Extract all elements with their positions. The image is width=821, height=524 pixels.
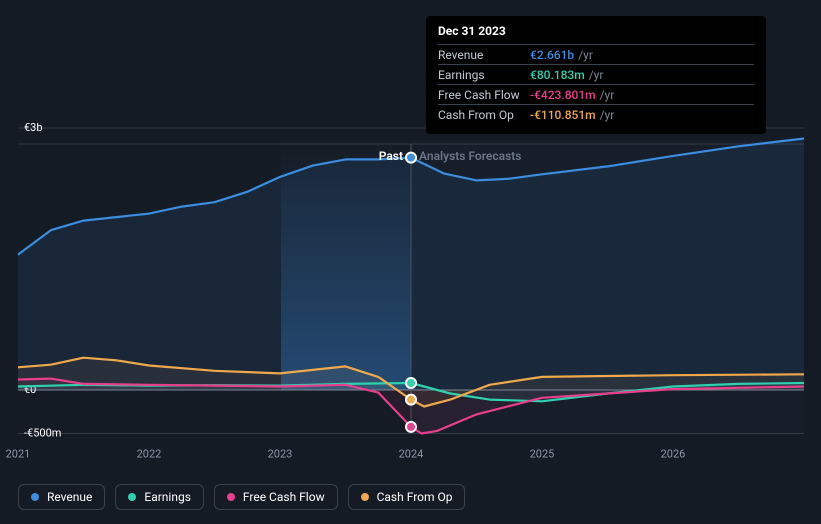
legend-dot-icon — [128, 493, 136, 501]
y-label-neg500: -€500m — [24, 427, 61, 440]
label-past: Past — [379, 149, 403, 163]
tooltip-row-unit: /yr — [600, 88, 615, 102]
legend-dot-icon — [361, 493, 369, 501]
tooltip-row-1: Earnings€80.183m/yr — [438, 64, 754, 84]
tooltip-row-value: -€110.851m — [530, 108, 596, 122]
legend-label: Earnings — [144, 490, 191, 504]
legend-item-cash-from-op[interactable]: Cash From Op — [348, 484, 466, 510]
marker-fcf — [406, 422, 416, 432]
x-label-2024: 2024 — [399, 448, 424, 461]
x-label-2021: 2021 — [6, 448, 31, 461]
financials-chart: €3b€0-€500m202120222023202420252026PastA… — [0, 0, 821, 524]
x-label-2023: 2023 — [268, 448, 293, 461]
legend-item-revenue[interactable]: Revenue — [18, 484, 105, 510]
legend-dot-icon — [31, 493, 39, 501]
tooltip-row-unit: /yr — [578, 48, 593, 62]
marker-revenue — [406, 153, 416, 163]
legend-item-earnings[interactable]: Earnings — [115, 484, 204, 510]
tooltip-row-2: Free Cash Flow-€423.801m/yr — [438, 84, 754, 104]
tooltip-row-label: Free Cash Flow — [438, 88, 530, 102]
legend-item-free-cash-flow[interactable]: Free Cash Flow — [214, 484, 338, 510]
x-label-2025: 2025 — [530, 448, 555, 461]
y-label-3b: €3b — [24, 121, 43, 134]
tooltip-row-unit: /yr — [589, 68, 604, 82]
label-forecast: Analysts Forecasts — [419, 149, 521, 163]
marker-cfo — [406, 395, 416, 405]
chart-legend: Revenue Earnings Free Cash Flow Cash From O… — [18, 484, 465, 510]
tooltip-row-label: Earnings — [438, 68, 530, 82]
tooltip-row-value: €80.183m — [530, 68, 585, 82]
legend-label: Revenue — [47, 490, 92, 504]
tooltip-row-label: Cash From Op — [438, 108, 530, 122]
legend-dot-icon — [227, 493, 235, 501]
x-label-2022: 2022 — [137, 448, 162, 461]
tooltip-row-value: €2.661b — [530, 48, 574, 62]
tooltip-date: Dec 31 2023 — [438, 24, 754, 38]
legend-label: Free Cash Flow — [243, 490, 325, 504]
tooltip-row-value: -€423.801m — [530, 88, 596, 102]
tooltip-row-label: Revenue — [438, 48, 530, 62]
tooltip-row-3: Cash From Op-€110.851m/yr — [438, 104, 754, 124]
tooltip-row-unit: /yr — [600, 108, 615, 122]
tooltip-row-0: Revenue€2.661b/yr — [438, 44, 754, 64]
x-label-2026: 2026 — [661, 448, 686, 461]
marker-earnings — [406, 378, 416, 388]
legend-label: Cash From Op — [377, 490, 453, 504]
chart-tooltip: Dec 31 2023 Revenue€2.661b/yrEarnings€80… — [426, 16, 766, 134]
